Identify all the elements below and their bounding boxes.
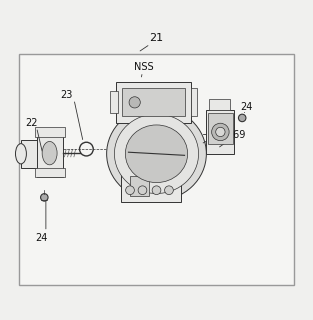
- Bar: [191, 88, 197, 116]
- Circle shape: [212, 123, 229, 141]
- Circle shape: [216, 127, 225, 137]
- Bar: [209, 99, 230, 110]
- Bar: [37, 129, 63, 177]
- Text: 23: 23: [60, 90, 72, 100]
- Circle shape: [239, 114, 246, 122]
- Text: 24: 24: [241, 102, 253, 112]
- Circle shape: [165, 186, 173, 195]
- Bar: [208, 113, 233, 144]
- Circle shape: [126, 186, 134, 195]
- Text: 24: 24: [35, 233, 47, 243]
- Bar: [122, 88, 185, 116]
- Text: 169: 169: [228, 130, 247, 140]
- Ellipse shape: [115, 114, 198, 194]
- Text: 22: 22: [26, 118, 38, 128]
- Ellipse shape: [16, 144, 26, 164]
- Bar: [116, 82, 191, 123]
- Bar: [19, 54, 294, 285]
- Circle shape: [152, 186, 161, 195]
- Circle shape: [129, 97, 140, 108]
- Ellipse shape: [42, 141, 57, 165]
- Bar: [130, 176, 149, 196]
- Text: NSS: NSS: [134, 61, 154, 71]
- Circle shape: [41, 194, 48, 201]
- Bar: [110, 92, 118, 113]
- Bar: [35, 168, 64, 177]
- Circle shape: [138, 186, 147, 195]
- Bar: [35, 127, 64, 137]
- Ellipse shape: [107, 107, 206, 201]
- Ellipse shape: [125, 125, 188, 183]
- Bar: [21, 140, 41, 168]
- Bar: [206, 110, 234, 154]
- Text: 21: 21: [149, 34, 164, 44]
- Bar: [121, 168, 182, 202]
